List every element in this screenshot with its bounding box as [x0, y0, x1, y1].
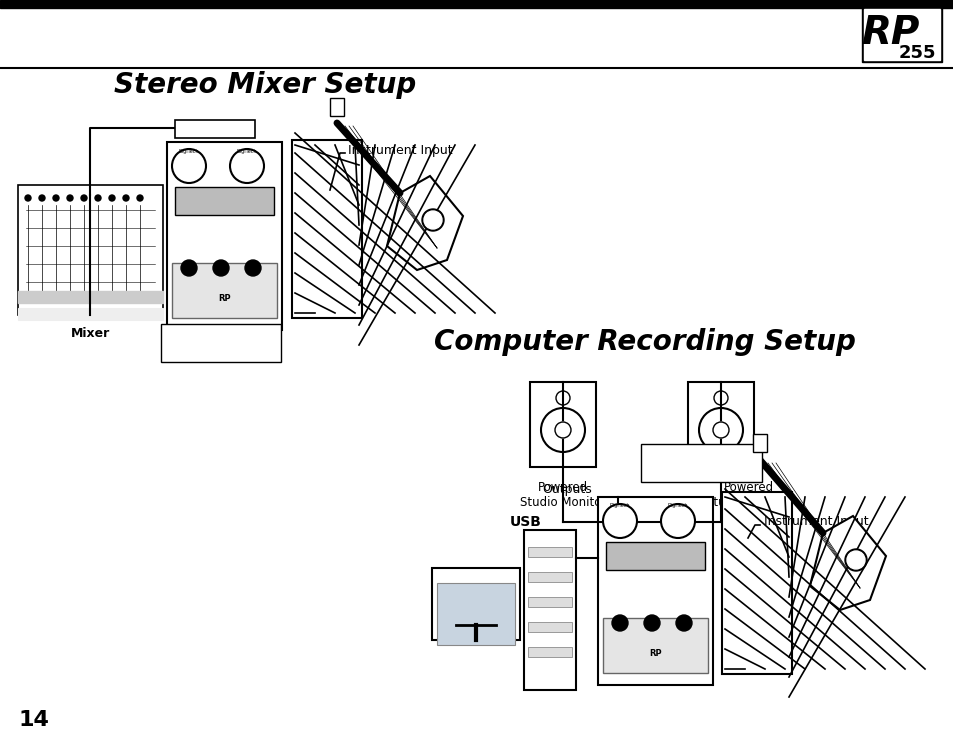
- Circle shape: [660, 504, 695, 538]
- Bar: [605, 542, 704, 570]
- Bar: [862, 7, 941, 62]
- Text: 14: 14: [18, 710, 49, 730]
- Bar: [863, 9, 939, 60]
- Bar: [174, 187, 274, 215]
- Text: Amp/Mixer switch
set to Mixer: Amp/Mixer switch set to Mixer: [169, 327, 274, 355]
- Text: DigiTech: DigiTech: [667, 503, 687, 508]
- Bar: [527, 597, 572, 607]
- Circle shape: [172, 149, 206, 183]
- Text: Stereo Mixer Setup: Stereo Mixer Setup: [113, 71, 416, 99]
- Polygon shape: [387, 176, 462, 270]
- Text: DigiTech: DigiTech: [178, 148, 199, 154]
- Text: Outputs: Outputs: [541, 483, 592, 497]
- Bar: [292, 140, 361, 318]
- Text: Instrument Input: Instrument Input: [348, 143, 452, 156]
- Bar: [174, 120, 254, 138]
- Text: DigiTech: DigiTech: [236, 148, 257, 154]
- Text: USB: USB: [510, 515, 541, 529]
- Text: Instrument Input: Instrument Input: [763, 516, 868, 528]
- Bar: [527, 622, 572, 632]
- Bar: [752, 434, 766, 452]
- Text: Computer Recording Setup: Computer Recording Setup: [434, 328, 855, 356]
- Text: RP: RP: [648, 649, 661, 658]
- Circle shape: [39, 195, 45, 201]
- Circle shape: [643, 615, 659, 631]
- Bar: [172, 263, 276, 318]
- Bar: [18, 185, 163, 315]
- Bar: [330, 98, 344, 116]
- Bar: [167, 142, 282, 330]
- Bar: [721, 492, 791, 674]
- FancyBboxPatch shape: [640, 444, 761, 482]
- Circle shape: [109, 195, 115, 201]
- Circle shape: [67, 195, 73, 201]
- Text: Mixer: Mixer: [71, 326, 110, 339]
- Circle shape: [421, 209, 443, 231]
- Circle shape: [844, 549, 866, 571]
- Bar: [18, 308, 163, 320]
- Bar: [436, 583, 515, 645]
- Circle shape: [699, 408, 742, 452]
- Circle shape: [423, 211, 441, 229]
- Bar: [687, 382, 753, 467]
- Bar: [523, 530, 576, 690]
- Circle shape: [846, 551, 864, 569]
- Text: 255: 255: [898, 44, 935, 62]
- Text: Powered
Studio Monitor: Powered Studio Monitor: [519, 481, 605, 509]
- Bar: [18, 291, 163, 303]
- Circle shape: [53, 195, 59, 201]
- Text: RP: RP: [860, 14, 919, 52]
- Circle shape: [712, 422, 728, 438]
- Circle shape: [602, 504, 637, 538]
- Circle shape: [123, 195, 129, 201]
- Bar: [530, 382, 596, 467]
- Circle shape: [555, 422, 571, 438]
- Bar: [598, 497, 712, 685]
- Circle shape: [676, 615, 691, 631]
- Circle shape: [540, 408, 584, 452]
- Bar: [602, 618, 707, 673]
- Circle shape: [713, 391, 727, 405]
- Polygon shape: [809, 516, 885, 610]
- Text: Outputs: Outputs: [190, 120, 239, 134]
- Circle shape: [245, 260, 261, 276]
- Circle shape: [230, 149, 264, 183]
- Circle shape: [137, 195, 143, 201]
- Text: Powered
Studio Monitor: Powered Studio Monitor: [705, 481, 791, 509]
- FancyBboxPatch shape: [161, 324, 281, 362]
- Circle shape: [213, 260, 229, 276]
- Text: DigiTech: DigiTech: [609, 503, 630, 508]
- Circle shape: [556, 391, 569, 405]
- Circle shape: [612, 615, 627, 631]
- Circle shape: [181, 260, 196, 276]
- Bar: [527, 547, 572, 557]
- Circle shape: [81, 195, 87, 201]
- Text: RP: RP: [218, 294, 231, 303]
- Circle shape: [95, 195, 101, 201]
- Text: Amp/Mixer switch
set to Mixer: Amp/Mixer switch set to Mixer: [647, 447, 752, 475]
- Bar: [527, 572, 572, 582]
- Bar: [432, 568, 519, 640]
- Bar: [0, 0, 953, 8]
- Circle shape: [25, 195, 30, 201]
- Bar: [527, 647, 572, 657]
